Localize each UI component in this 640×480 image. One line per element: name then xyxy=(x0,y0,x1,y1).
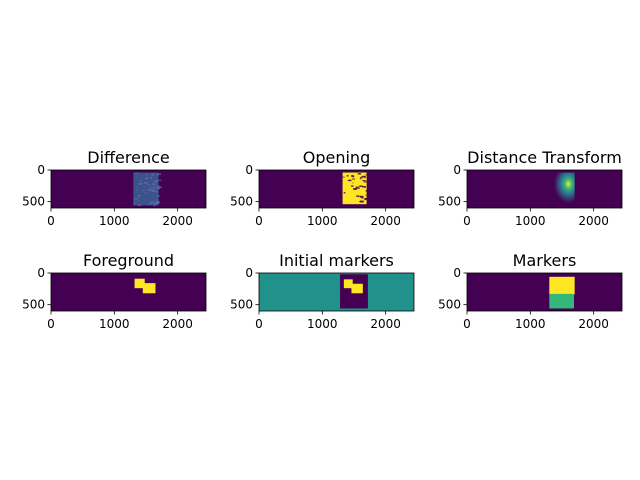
panel-title: Opening xyxy=(303,148,370,167)
x-tick-label: 0 xyxy=(255,214,263,228)
x-tick-label: 0 xyxy=(47,317,55,331)
axes-frame xyxy=(50,272,207,312)
panel-title: Difference xyxy=(87,148,169,167)
y-tick-label: 500 xyxy=(438,195,461,209)
y-tick-label: 0 xyxy=(245,163,253,177)
y-tick-label: 0 xyxy=(37,163,45,177)
axes-frame xyxy=(258,272,415,312)
y-tick-label: 0 xyxy=(37,266,45,280)
axes-frame xyxy=(466,169,623,209)
image-background xyxy=(467,170,622,208)
x-tick-label: 2000 xyxy=(370,317,401,331)
image-background xyxy=(51,170,206,208)
image-region xyxy=(550,172,575,205)
axes-frame xyxy=(258,169,415,209)
x-tick-label: 1000 xyxy=(515,317,546,331)
image-background xyxy=(467,273,622,311)
x-tick-label: 1000 xyxy=(307,214,338,228)
x-tick-label: 0 xyxy=(463,317,471,331)
x-tick-label: 1000 xyxy=(307,317,338,331)
panel-title: Markers xyxy=(513,251,577,270)
image-region xyxy=(549,276,575,295)
x-tick-label: 2000 xyxy=(162,317,193,331)
panel-title: Distance Transform xyxy=(467,148,622,167)
x-tick-label: 2000 xyxy=(162,214,193,228)
y-tick-label: 0 xyxy=(245,266,253,280)
panel-title: Foreground xyxy=(83,251,174,270)
image-region xyxy=(134,278,145,289)
x-tick-label: 0 xyxy=(463,214,471,228)
x-tick-label: 0 xyxy=(47,214,55,228)
y-tick-label: 500 xyxy=(230,195,253,209)
image-background xyxy=(259,170,414,208)
image-region xyxy=(549,293,575,309)
axes-frame xyxy=(50,169,207,209)
x-tick-label: 2000 xyxy=(578,214,609,228)
y-tick-label: 0 xyxy=(453,163,461,177)
image-background xyxy=(51,273,206,311)
y-tick-label: 0 xyxy=(453,266,461,280)
x-tick-label: 1000 xyxy=(99,214,130,228)
x-tick-label: 2000 xyxy=(370,214,401,228)
image-region xyxy=(142,283,156,294)
x-tick-label: 0 xyxy=(255,317,263,331)
image-region xyxy=(343,279,353,289)
image-region xyxy=(351,283,363,294)
x-tick-label: 1000 xyxy=(99,317,130,331)
panel-title: Initial markers xyxy=(279,251,394,270)
axes-frame xyxy=(466,272,623,312)
x-tick-label: 1000 xyxy=(515,214,546,228)
x-tick-label: 2000 xyxy=(578,317,609,331)
y-tick-label: 500 xyxy=(230,298,253,312)
image-background xyxy=(259,273,414,311)
y-tick-label: 500 xyxy=(22,298,45,312)
y-tick-label: 500 xyxy=(22,195,45,209)
y-tick-label: 500 xyxy=(438,298,461,312)
